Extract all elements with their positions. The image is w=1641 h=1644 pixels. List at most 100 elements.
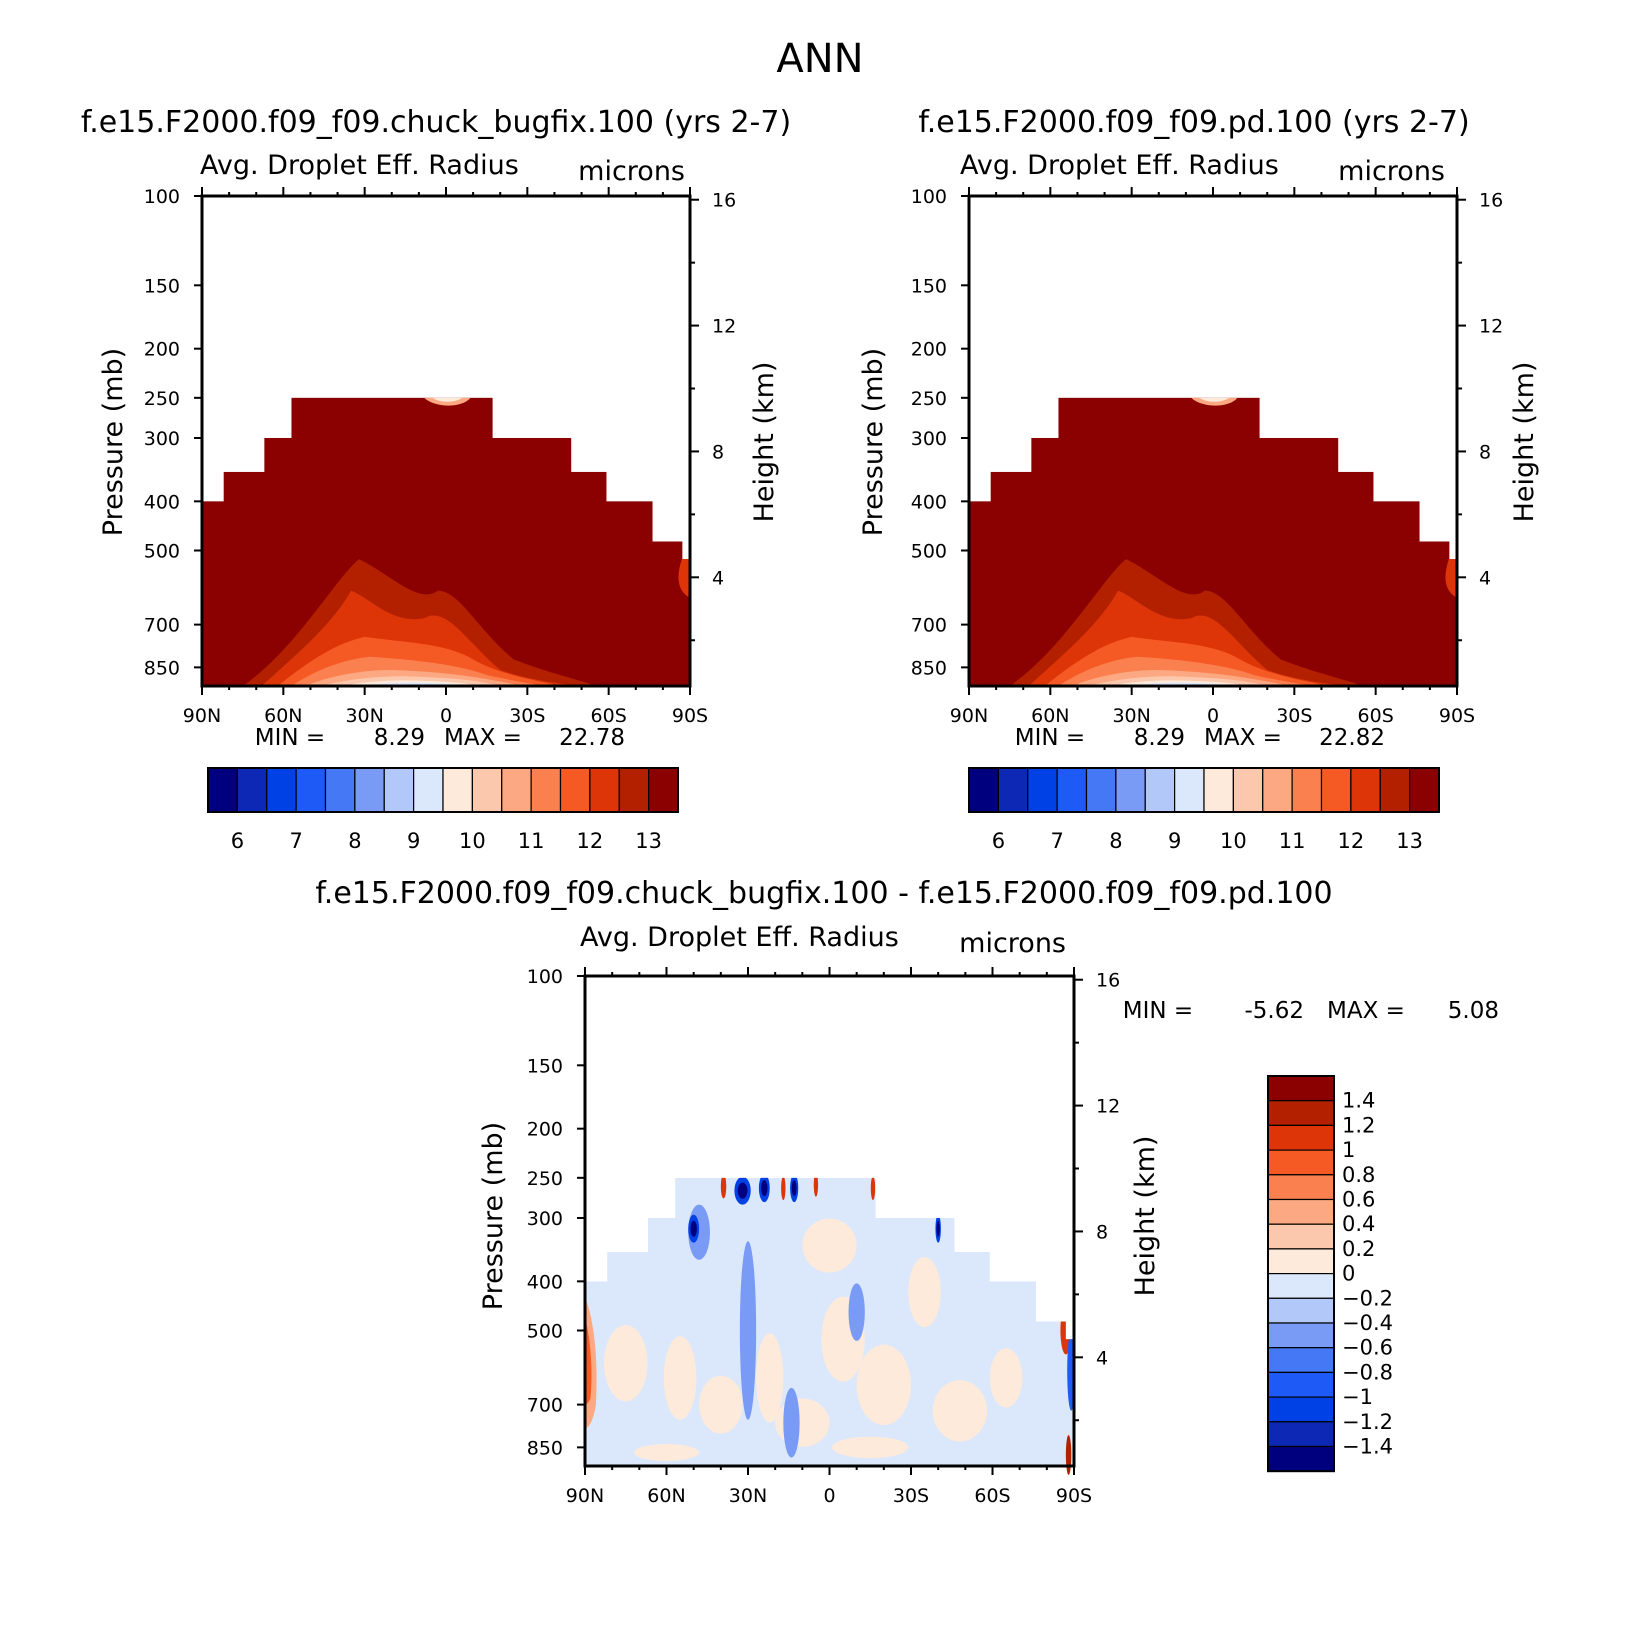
cloud-field-cell: [223, 471, 265, 686]
cloud-field-cell: [605, 501, 653, 686]
x-tick-label: 90N: [950, 705, 988, 727]
x-tick-label: 60S: [1358, 705, 1394, 727]
contour-upper-patch: [432, 397, 463, 402]
colorbar-label: 9: [1168, 829, 1181, 853]
y-tick-label: 300: [527, 1208, 563, 1230]
colorbar-frame: [207, 767, 679, 813]
strong-negative-core: [936, 1220, 940, 1237]
no-data-mask: [875, 976, 955, 1218]
axes: 90N 60N 30N 0 30S 60S 90S 100 150 200 250 300 400 500…: [527, 966, 1120, 1507]
colorbar-label: 1.4: [1342, 1089, 1375, 1113]
y-tick-label: 200: [144, 339, 180, 361]
y-axis-label: Pressure (mb): [478, 1122, 509, 1310]
colorbar-label: 9: [407, 829, 420, 853]
colorbar-swatch: [471, 767, 503, 813]
y-right-tick-label: 8: [1096, 1221, 1108, 1243]
negative-anomaly: [739, 1241, 757, 1420]
colorbar-label: 8: [348, 829, 361, 853]
colorbar-swatch: [618, 767, 650, 813]
strong-negative-core: [791, 1180, 797, 1197]
cloud-field-cell: [1448, 559, 1458, 686]
y-tick-label: 500: [144, 540, 180, 562]
colorbar-swatch: [1262, 767, 1293, 813]
x-tick-label: 30S: [509, 705, 545, 727]
positive-anomaly: [663, 1336, 697, 1420]
min-value: 8.29: [374, 725, 425, 751]
y-axis-label: Pressure (mb): [858, 348, 889, 536]
colorbar-swatch: [1267, 1322, 1335, 1349]
x-tick-label: 90N: [183, 705, 221, 727]
colorbar-label: 12: [577, 829, 604, 853]
x-tick-label: 60S: [591, 705, 627, 727]
positive-anomaly: [604, 1325, 648, 1402]
subtitle-right: microns: [959, 928, 1066, 959]
colorbar-label: 7: [1050, 829, 1063, 853]
panel-title: f.e15.F2000.f09_f09.chuck_bugfix.100 - f…: [315, 876, 1332, 911]
cloud-field-cell: [1372, 501, 1420, 686]
colorbar-swatch: [997, 767, 1029, 813]
cloud-field-cell: [647, 1217, 676, 1466]
cloud-field-cell: [681, 559, 691, 686]
colorbar-label: −1: [1342, 1385, 1373, 1409]
colorbar-swatch: [501, 767, 532, 813]
y-right-tick-label: 4: [1479, 567, 1491, 589]
colorbar-swatch: [1267, 1149, 1335, 1176]
colorbar-label: −0.6: [1342, 1336, 1393, 1360]
no-data-mask: [1065, 976, 1075, 1340]
y-tick-label: 500: [527, 1320, 563, 1342]
y-right-tick-label: 4: [712, 567, 724, 589]
panel-title: f.e15.F2000.f09_f09.pd.100 (yrs 2-7): [918, 105, 1469, 140]
max-value: 5.08: [1448, 998, 1499, 1024]
contour-edge-patch: [678, 559, 690, 598]
colorbar-label: 13: [1396, 829, 1423, 853]
colorbar-swatch: [1174, 767, 1205, 813]
x-tick-label: 30N: [729, 1485, 767, 1507]
y-tick-label: 100: [144, 186, 180, 208]
colorbar-label: 0: [1342, 1262, 1355, 1286]
colorbar-label: 1: [1342, 1138, 1355, 1162]
y-tick-label: 850: [911, 657, 947, 679]
colorbar-label: 0.6: [1342, 1188, 1375, 1212]
cloud-field-cell: [1259, 437, 1339, 686]
strong-positive-anomaly: [870, 1176, 876, 1201]
contour-upper-patch: [1199, 397, 1230, 402]
colorbar-swatch: [413, 767, 444, 813]
max-label: MAX =: [444, 725, 522, 751]
colorbar-swatch: [1350, 767, 1381, 813]
positive-anomaly: [856, 1344, 911, 1426]
cloud-field-cell: [652, 541, 683, 686]
colorbar-swatch: [1267, 1100, 1335, 1126]
colorbar-label: −0.4: [1342, 1311, 1393, 1335]
colorbar-label: −0.2: [1342, 1286, 1393, 1310]
x-tick-label: 0: [823, 1485, 835, 1507]
colorbar-swatch: [1291, 767, 1323, 813]
colorbar-swatch: [1232, 767, 1264, 813]
colorbar-swatch: [1144, 767, 1176, 813]
panel-title: f.e15.F2000.f09_f09.chuck_bugfix.100 (yr…: [81, 105, 791, 140]
no-data-mask: [674, 976, 877, 1178]
y-axis-label: Pressure (mb): [98, 348, 129, 536]
no-data-mask: [989, 976, 1037, 1282]
colorbar-label: −1.4: [1342, 1435, 1393, 1459]
y-tick-label: 400: [527, 1271, 563, 1293]
y-tick-label: 500: [911, 540, 947, 562]
strong-positive-anomaly: [720, 1174, 727, 1199]
subtitle-right: microns: [1338, 156, 1445, 187]
colorbar-label: 10: [1220, 829, 1247, 853]
y-tick-label: 150: [911, 275, 947, 297]
y-axis-label-right: Height (km): [1130, 1136, 1161, 1297]
y-tick-label: 200: [911, 339, 947, 361]
cloud-field-cell: [1337, 471, 1374, 686]
y-tick-label: 300: [911, 428, 947, 450]
panel-case: f.e15.F2000.f09_f09.chuck_bugfix.100 (yr…: [81, 105, 791, 853]
strong-positive-anomaly: [781, 1176, 786, 1201]
x-tick-label: 90S: [672, 705, 708, 727]
no-data-mask: [585, 976, 608, 1282]
x-tick-label: 90N: [566, 1485, 604, 1507]
positive-anomaly-pole-core: [585, 1316, 592, 1405]
plot-area: [585, 976, 1076, 1476]
x-tick-label: 90S: [1056, 1485, 1092, 1507]
colorbar-swatch: [1320, 767, 1352, 813]
colorbar-label: 6: [231, 829, 244, 853]
